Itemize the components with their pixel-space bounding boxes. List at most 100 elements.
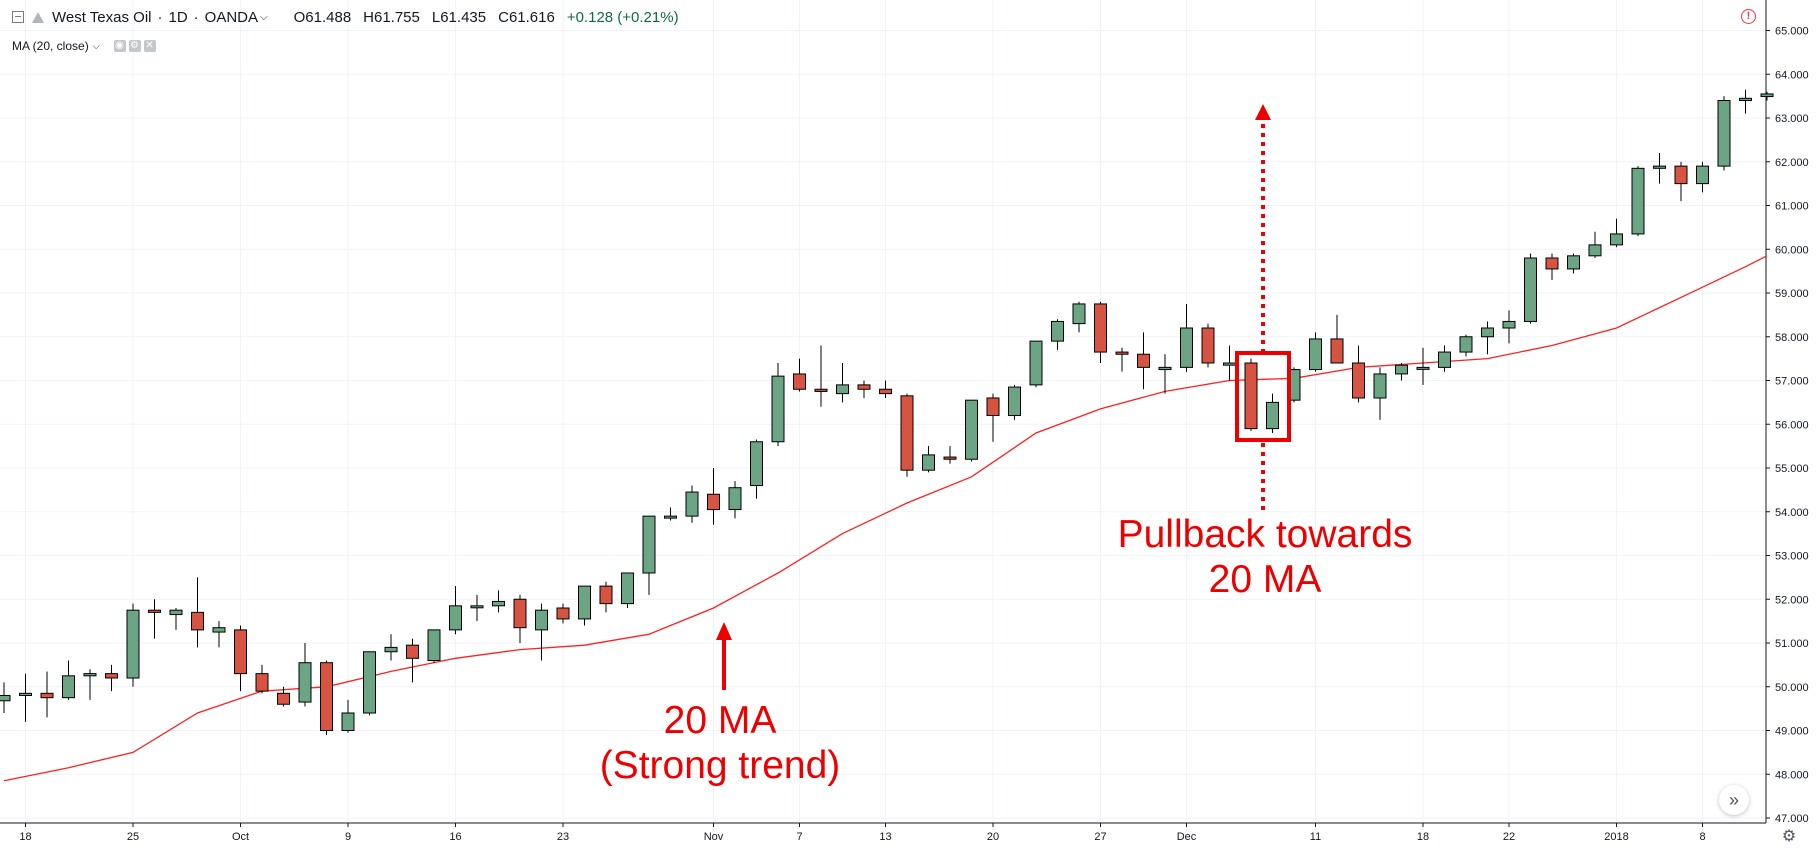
- candle-body: [750, 441, 763, 486]
- candle: [771, 363, 785, 447]
- candle-body: [685, 491, 699, 517]
- candle-body: [1158, 366, 1172, 371]
- time-tick-label: Nov: [704, 831, 724, 843]
- candle-body: [1524, 257, 1537, 322]
- candle: [986, 393, 1000, 442]
- alert-icon[interactable]: !: [1741, 9, 1756, 24]
- high-value: H61.755: [363, 8, 420, 26]
- candle-body: [191, 611, 204, 631]
- candle-body: [1502, 320, 1516, 329]
- candle: [40, 671, 54, 718]
- candle: [1502, 310, 1516, 344]
- candle: [1223, 345, 1236, 381]
- axes: [0, 0, 1767, 824]
- candle: [126, 603, 140, 687]
- candle: [298, 643, 312, 707]
- candle-body: [83, 673, 97, 677]
- candle: [406, 638, 419, 683]
- candle: [1481, 321, 1494, 355]
- scroll-to-realtime-button[interactable]: »: [1719, 785, 1749, 815]
- candle: [836, 363, 849, 403]
- annotation-shapes: [716, 104, 1291, 690]
- broker-label[interactable]: OANDA: [204, 8, 259, 26]
- candle-body: [427, 629, 441, 661]
- candle: [621, 572, 634, 608]
- candle-body: [857, 384, 871, 390]
- candle: [1373, 367, 1387, 420]
- chevron-down-icon[interactable]: ⌵: [260, 11, 268, 23]
- candle: [1244, 358, 1258, 431]
- candle-body: [771, 375, 785, 443]
- candle: [0, 682, 11, 713]
- candle-body: [62, 675, 75, 699]
- candle: [212, 621, 226, 648]
- symbol-name[interactable]: West Texas Oil: [52, 8, 152, 26]
- candle-body: [277, 692, 290, 705]
- candle-body: [169, 609, 183, 616]
- candle-body: [664, 515, 677, 519]
- pullback-arrow-head: [1255, 104, 1271, 120]
- flag-icon[interactable]: [32, 11, 44, 23]
- candle-body: [1588, 244, 1602, 257]
- candle: [1137, 332, 1150, 390]
- time-tick-label: 9: [345, 831, 351, 843]
- candle-body: [879, 388, 892, 395]
- candle: [750, 439, 763, 499]
- candle-body: [922, 454, 935, 471]
- indicator-legend: MA (20, close) ⌵ ◉ ⚙ ✕: [0, 34, 600, 58]
- price-tick-label: 60.000: [1775, 244, 1809, 256]
- price-axis[interactable]: 47.000 48.000 49.000 50.000 51.000 52.000 53.0…: [1766, 26, 1809, 826]
- eye-icon[interactable]: ◉: [113, 40, 126, 52]
- candle: [470, 594, 484, 622]
- candle: [1438, 345, 1451, 372]
- candle: [578, 585, 591, 626]
- candle-body: [1438, 351, 1451, 368]
- gear-icon[interactable]: ⚙: [1781, 828, 1797, 845]
- price-tick-label: 65.000: [1775, 26, 1809, 38]
- price-tick-label: 52.000: [1775, 594, 1809, 606]
- annotation-pullback: Pullback towards 20 MA: [1070, 512, 1460, 602]
- price-tick-label: 55.000: [1775, 463, 1809, 475]
- candle-body: [1223, 362, 1236, 366]
- candle: [277, 686, 290, 707]
- indicator-label[interactable]: MA (20, close): [12, 39, 89, 53]
- chevron-down-icon[interactable]: ⌵: [92, 40, 100, 51]
- gear-icon[interactable]: ⚙: [128, 40, 141, 52]
- price-tick-label: 48.000: [1775, 769, 1809, 781]
- annotation-pullback-line2: 20 MA: [1208, 558, 1322, 601]
- candle-body: [0, 695, 11, 702]
- candle: [900, 393, 914, 477]
- candle: [513, 594, 527, 643]
- candle: [1696, 161, 1709, 193]
- candle-body: [707, 493, 720, 511]
- candle: [943, 446, 957, 464]
- candle-body: [556, 607, 570, 620]
- collapse-icon[interactable]: [12, 11, 24, 23]
- candle-body: [126, 609, 140, 679]
- candle-body: [492, 600, 505, 607]
- annotation-ma-line1: 20 MA: [663, 699, 777, 742]
- candle: [191, 577, 204, 648]
- candle-body: [1696, 165, 1709, 185]
- candle-body: [900, 395, 914, 471]
- candle-body: [1352, 362, 1365, 399]
- candle: [1094, 301, 1107, 363]
- candle-body: [470, 605, 484, 609]
- close-icon[interactable]: ✕: [143, 40, 156, 52]
- time-tick-label: 16: [449, 831, 461, 843]
- interval-label[interactable]: 1D: [168, 8, 188, 26]
- candle: [922, 446, 935, 473]
- candle-body: [363, 651, 376, 714]
- candle: [1545, 253, 1559, 280]
- time-axis[interactable]: 18 25 Oct 9 16 23 Nov 7 13 20 27 Dec 11 18 22 2018 8: [19, 823, 1706, 843]
- candle: [1653, 153, 1666, 184]
- candle-body: [406, 644, 419, 659]
- time-tick-label: 11: [1310, 831, 1321, 843]
- price-tick-label: 54.000: [1775, 507, 1809, 519]
- price-tick-label: 61.000: [1775, 201, 1809, 213]
- candle: [19, 673, 32, 722]
- time-tick-label: 25: [127, 831, 139, 843]
- symbol-separator: ·: [193, 8, 199, 26]
- candle-body: [234, 629, 247, 675]
